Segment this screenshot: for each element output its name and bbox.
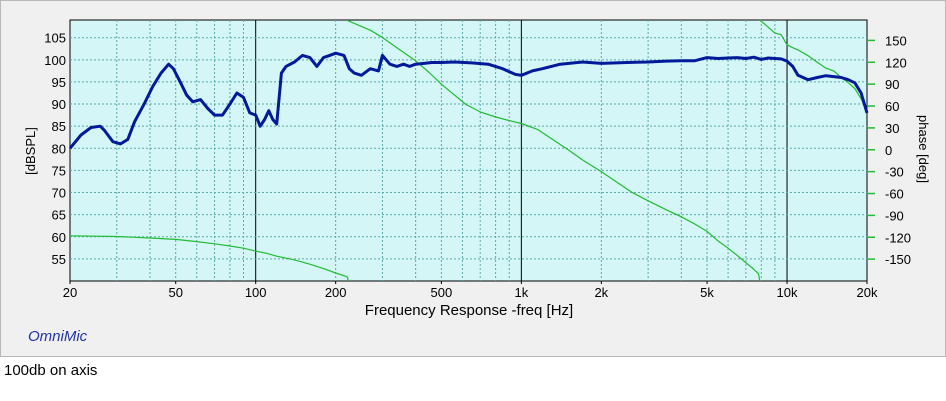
y-tick-label-right: 120 — [885, 55, 907, 70]
y-tick-label-right: 0 — [885, 143, 892, 158]
y-axis-label-left: [dBSPL] — [23, 127, 38, 175]
y-tick-label-right: -120 — [885, 230, 911, 245]
phase-series-line — [69, 19, 868, 282]
x-tick-label: 500 — [431, 285, 453, 300]
x-tick-label: 1k — [514, 285, 528, 300]
y-tick-label-left: 95 — [52, 75, 66, 90]
y-tick-label-left: 80 — [52, 141, 66, 156]
y-tick-label-right: 30 — [885, 121, 899, 136]
y-tick-label-right: -60 — [885, 187, 904, 202]
omnimic-brand-label: OmniMic — [28, 328, 88, 345]
frequency-response-chart: 20 50 100 200 500 1k 2k 5k 10k 20k 55 60 65 70 75 80 85 9… — [23, 19, 931, 319]
y-tick-label-right: 90 — [885, 77, 899, 92]
y-tick-label-left: 105 — [44, 31, 66, 46]
series-layer — [68, 19, 869, 282]
spl-series-line — [68, 51, 869, 150]
y-tick-label-right: -150 — [885, 252, 911, 267]
x-tick-label: 20 — [63, 285, 77, 300]
x-tick-label: 10k — [777, 285, 798, 300]
y-tick-label-left: 85 — [52, 119, 66, 134]
x-tick-label: 2k — [594, 285, 608, 300]
y-tick-label-left: 70 — [52, 186, 66, 201]
y-axis-label-right: phase [deg] — [916, 115, 931, 183]
y-tick-label-right: 60 — [885, 99, 899, 114]
x-tick-label: 20k — [857, 285, 878, 300]
y-tick-label-left: 60 — [52, 230, 66, 245]
y-tick-label-left: 55 — [52, 252, 66, 267]
caption-text: 100db on axis — [4, 362, 98, 379]
grid-lines — [70, 20, 867, 281]
y-tick-label-right: -90 — [885, 208, 904, 223]
x-tick-label: 200 — [325, 285, 347, 300]
y-tick-label-left: 65 — [52, 208, 66, 223]
tick-labels: 20 50 100 200 500 1k 2k 5k 10k 20k 55 60 65 70 75 80 85 9… — [44, 31, 911, 300]
y-tick-label-left: 75 — [52, 163, 66, 178]
y-tick-label-right: 150 — [885, 33, 907, 48]
y-tick-label-left: 90 — [52, 97, 66, 112]
y-tick-label-left: 100 — [44, 53, 66, 68]
x-tick-label: 100 — [245, 285, 267, 300]
x-tick-label: 50 — [168, 285, 182, 300]
x-axis-label: Frequency Response -freq [Hz] — [365, 302, 573, 319]
x-tick-label: 5k — [700, 285, 714, 300]
chart-panel: 20 50 100 200 500 1k 2k 5k 10k 20k 55 60 65 70 75 80 85 9… — [0, 0, 946, 357]
y-tick-label-right: -30 — [885, 165, 904, 180]
